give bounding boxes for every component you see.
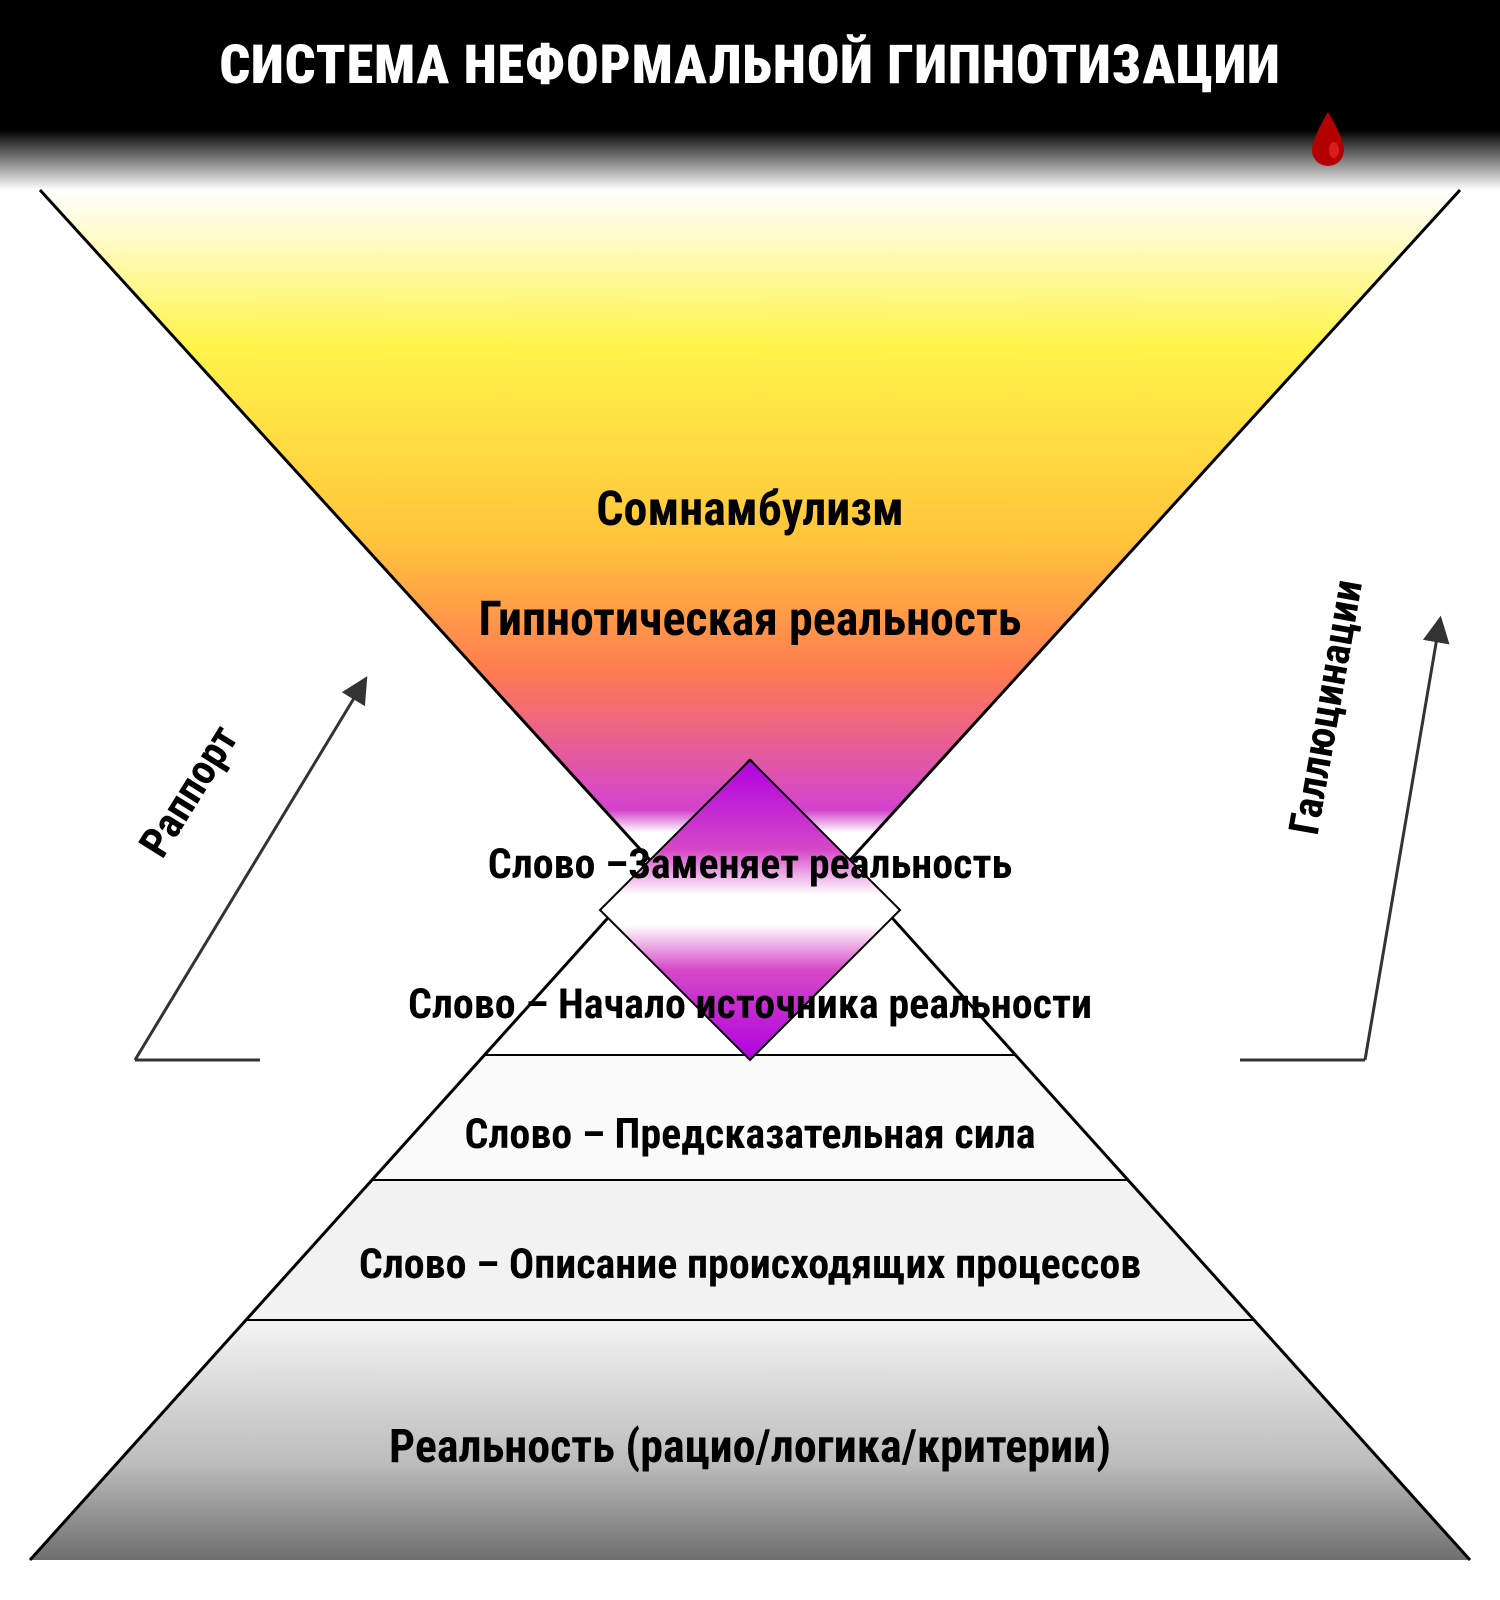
right-arrow <box>1365 620 1440 1060</box>
stage: СИСТЕМА НЕФОРМАЛЬНОЙ ГИПНОТИЗАЦИИ Сомнам… <box>0 0 1500 1600</box>
header-title: СИСТЕМА НЕФОРМАЛЬНОЙ ГИПНОТИЗАЦИИ <box>219 34 1280 97</box>
center-label-6: Реальность (рацио/логика/критерии) <box>389 1420 1111 1474</box>
center-label-3: Слово – Начало источника реальности <box>408 980 1092 1029</box>
center-label-0: Сомнамбулизм <box>596 480 904 537</box>
header-bar: СИСТЕМА НЕФОРМАЛЬНОЙ ГИПНОТИЗАЦИИ <box>0 0 1500 130</box>
center-label-4: Слово – Предсказательная сила <box>464 1110 1035 1159</box>
diagram-canvas <box>0 0 1500 1600</box>
center-label-1: Гипнотическая реальность <box>479 590 1022 647</box>
left-arrow <box>135 680 365 1060</box>
center-label-2: Слово –Заменяет реальность <box>488 840 1012 889</box>
center-label-5: Слово – Описание происходящих процессов <box>359 1240 1141 1289</box>
blood-drop-icon <box>1306 110 1350 170</box>
